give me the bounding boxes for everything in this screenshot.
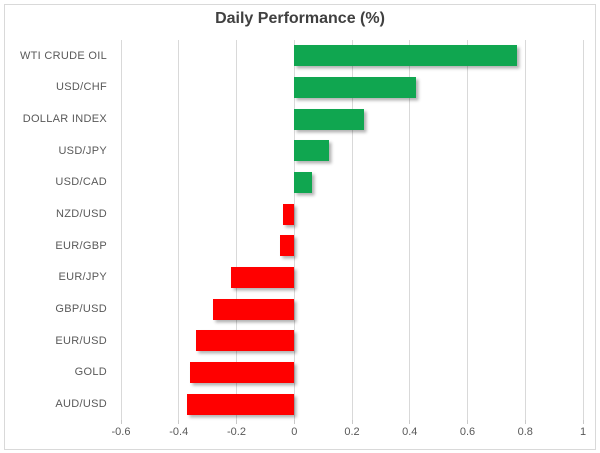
axis-tick-mark [120, 420, 122, 424]
x-tick-label: -0.4 [169, 426, 189, 438]
bar-negative [279, 235, 295, 257]
x-tick-label: 0.4 [402, 426, 418, 438]
axis-tick-mark [236, 420, 237, 424]
chart-title: Daily Performance (%) [215, 10, 385, 27]
bar-negative [187, 393, 295, 415]
gridline [236, 40, 237, 420]
category-label: USD/JPY [58, 144, 107, 157]
x-tick-label: 0.2 [344, 426, 360, 438]
bar-negative [196, 330, 295, 352]
category-label: EUR/USD [55, 334, 107, 347]
gridline [582, 40, 584, 420]
category-label: GBP/USD [55, 303, 107, 316]
axis-tick-mark [293, 420, 295, 424]
category-label: AUD/USD [55, 398, 107, 411]
gridline [524, 40, 526, 420]
category-label: USD/CHF [56, 81, 107, 94]
x-tick-label: 0 [291, 426, 298, 438]
category-label: DOLLAR INDEX [22, 113, 107, 126]
gridline [120, 40, 122, 420]
bar-negative [230, 267, 295, 288]
bar-positive [294, 172, 312, 193]
bar-positive [294, 77, 416, 98]
axis-tick-mark [351, 420, 353, 424]
category-label: EUR/GBP [55, 239, 107, 252]
category-label: GOLD [74, 366, 107, 379]
axis-tick-mark [409, 420, 411, 424]
axis-tick-mark [582, 420, 584, 424]
x-tick-label: -0.2 [227, 426, 246, 438]
axis-tick-mark [467, 420, 468, 424]
axis-tick-mark [178, 420, 180, 424]
x-tick-label: 0.6 [459, 426, 476, 438]
gridline [178, 40, 180, 420]
gridline [467, 40, 468, 420]
bar-positive [294, 140, 329, 162]
x-tick-label: -0.6 [111, 426, 131, 438]
bar-negative [190, 362, 295, 383]
gridline [409, 40, 411, 420]
bar-negative [213, 298, 295, 320]
bar-positive [294, 108, 364, 130]
category-label: WTI CRUDE OIL [19, 49, 107, 62]
x-tick-label: 0.8 [517, 426, 533, 438]
bar-positive [294, 45, 517, 67]
axis-tick-mark [524, 420, 526, 424]
gridline [293, 40, 295, 420]
bar-negative [282, 203, 295, 225]
category-label: NZD/USD [56, 208, 107, 221]
category-label: EUR/JPY [58, 271, 107, 284]
category-label: USD/CAD [55, 176, 107, 189]
gridline [351, 40, 353, 420]
x-tick-label: 1 [579, 426, 587, 438]
